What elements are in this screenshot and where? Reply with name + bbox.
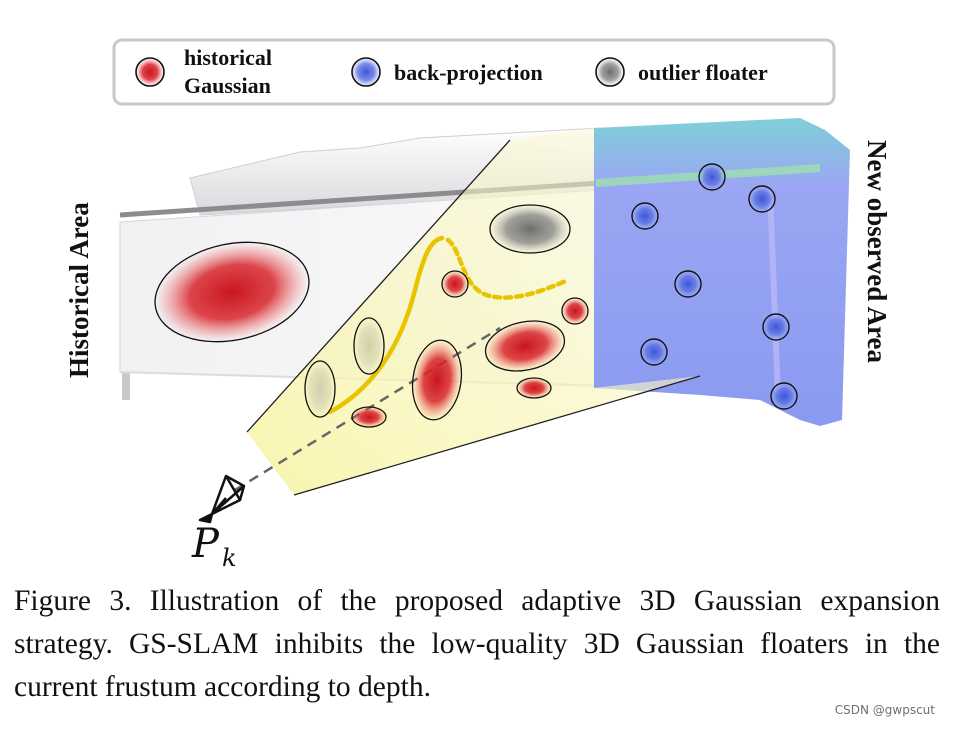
historical-gaussian-small-1 [441, 270, 469, 298]
back-projection-point-6 [640, 338, 668, 366]
camera-pose-label: P [191, 521, 220, 567]
figure-illustration: historical Gaussian back-projection outl… [64, 38, 892, 570]
historical-gaussians [154, 241, 589, 428]
historical-gaussian-wide [484, 320, 566, 372]
frustum-edge-top [246, 139, 511, 433]
depth-surface-curve [327, 235, 445, 415]
camera-icon [198, 474, 246, 524]
legend: historical Gaussian back-projection outl… [112, 38, 836, 106]
camera-pose-subscript: k [222, 544, 237, 570]
legend-item-outlier-floater: outlier floater [595, 57, 768, 87]
historical-gaussian-flat-1 [516, 377, 552, 399]
new-observed-area-label: New observed Area [862, 140, 892, 363]
legend-item-back-projection: back-projection [351, 57, 543, 87]
back-projection-point-5 [762, 313, 790, 341]
historical-gaussian-large [154, 241, 310, 343]
legend-swatch-back-projection [351, 57, 381, 87]
legend-label-outlier-floater: outlier floater [638, 60, 768, 85]
new-observed-region [594, 118, 850, 426]
legend-frame [112, 38, 836, 106]
outlier-floater-gaussian [489, 204, 571, 254]
back-projection-gaussians [631, 163, 798, 410]
historical-gaussian-flat-2 [351, 406, 387, 428]
near-gaussian-1 [353, 317, 385, 375]
new-area-corner-edge [767, 189, 781, 396]
figure-caption: Figure 3. Illustration of the proposed a… [14, 585, 940, 703]
new-area-surface [594, 118, 850, 426]
legend-label-historical-line2: Gaussian [184, 73, 271, 98]
historical-area-label: Historical Area [64, 202, 94, 378]
legend-swatch-historical [135, 57, 165, 87]
near-surface-gaussians [304, 317, 385, 418]
frustum-volume [247, 128, 700, 495]
frustum-edge-bottom [293, 375, 701, 496]
back-projection-point-7 [770, 382, 798, 410]
watermark: CSDN @gwpscut [834, 703, 935, 717]
floater-threshold-curve [445, 237, 571, 300]
legend-label-historical-line1: historical [184, 45, 272, 70]
legend-swatch-outlier-floater [595, 57, 625, 87]
historical-gaussian-small-2 [561, 297, 589, 325]
near-gaussian-2 [304, 360, 336, 418]
legend-item-historical: historical Gaussian [135, 45, 272, 98]
back-projection-point-4 [674, 270, 702, 298]
back-projection-point-3 [748, 185, 776, 213]
sofa-leg [122, 372, 130, 400]
back-projection-point-2 [631, 202, 659, 230]
legend-label-back-projection: back-projection [394, 60, 543, 85]
historical-gaussian-vertical [411, 339, 463, 421]
back-projection-point-1 [698, 163, 726, 191]
